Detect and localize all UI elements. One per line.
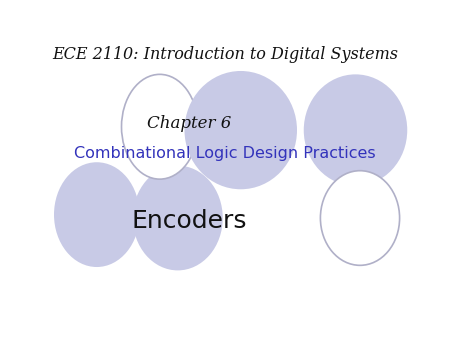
Text: ECE 2110: Introduction to Digital Systems: ECE 2110: Introduction to Digital System… xyxy=(52,46,398,63)
Ellipse shape xyxy=(54,162,140,267)
Text: Combinational Logic Design Practices: Combinational Logic Design Practices xyxy=(74,146,376,161)
Text: Chapter 6: Chapter 6 xyxy=(147,115,231,132)
Ellipse shape xyxy=(122,74,198,179)
Text: Encoders: Encoders xyxy=(131,209,247,234)
Ellipse shape xyxy=(304,74,407,186)
Ellipse shape xyxy=(320,171,400,265)
Ellipse shape xyxy=(184,71,297,189)
Ellipse shape xyxy=(133,166,223,270)
